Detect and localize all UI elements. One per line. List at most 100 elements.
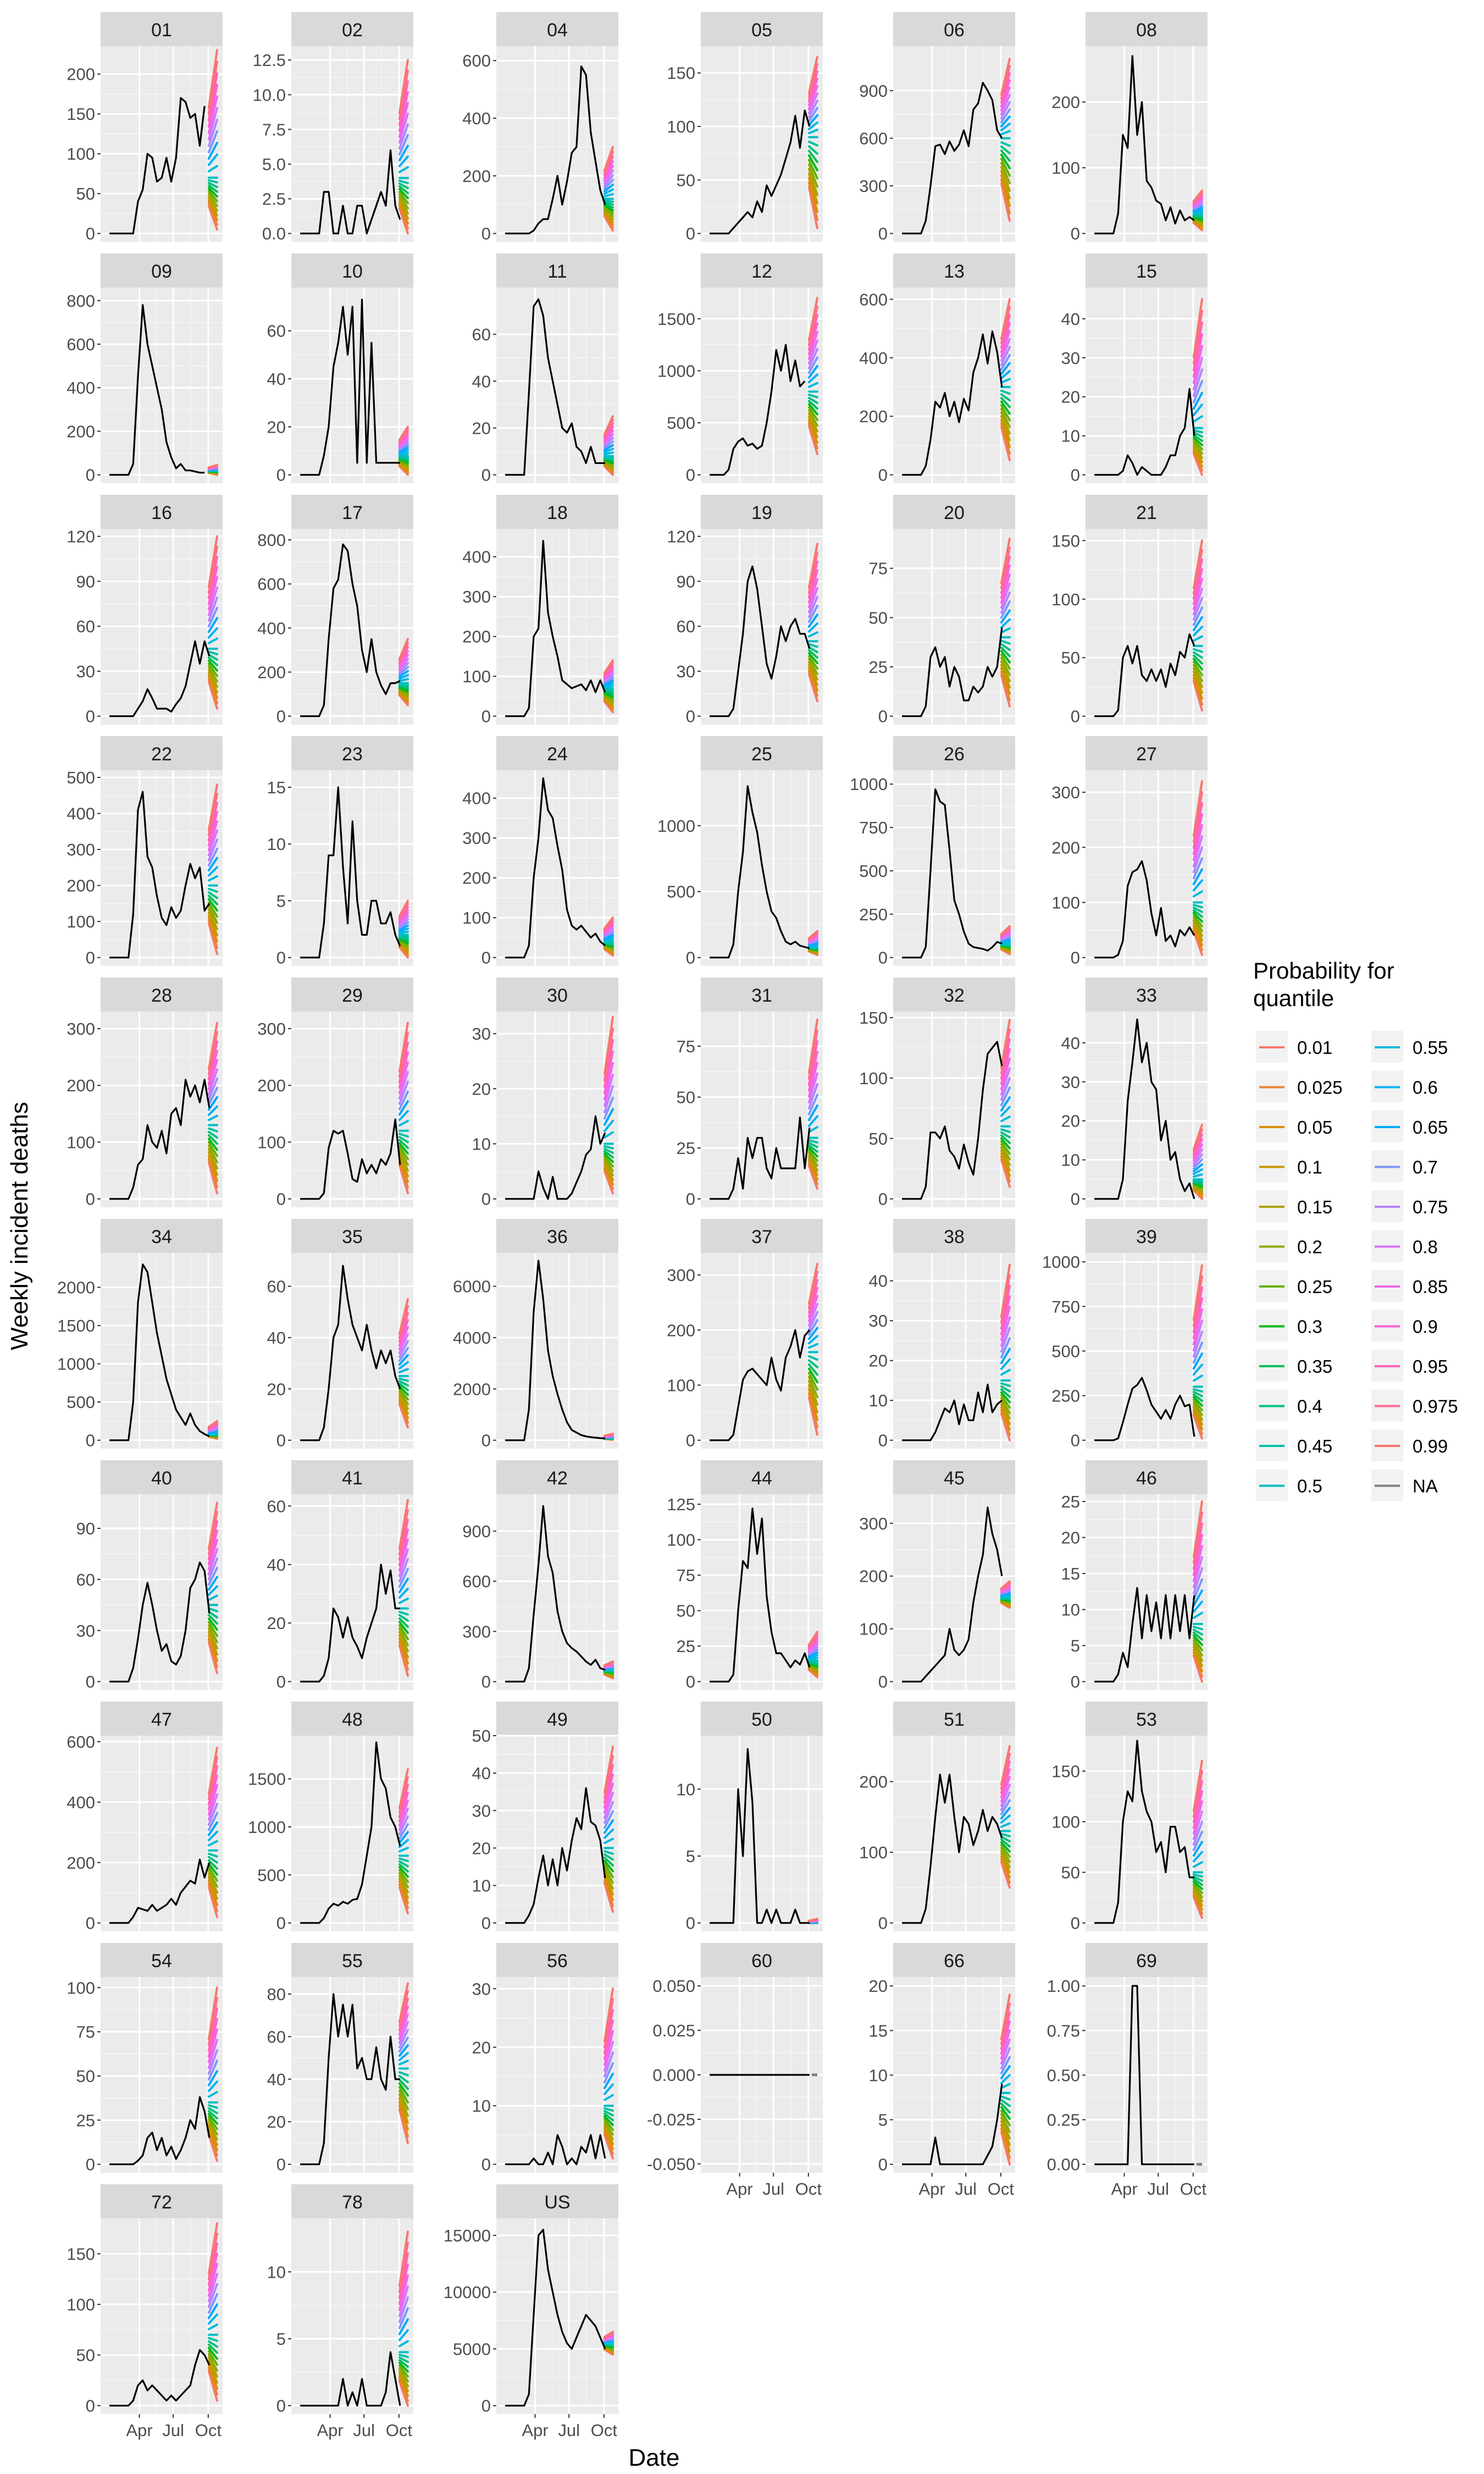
quantile-line <box>1000 79 1011 108</box>
quantile-line <box>1000 1832 1011 1837</box>
quantile-line <box>1192 1341 1203 1364</box>
quantile-line <box>207 847 218 866</box>
panel-bg-48 <box>291 1736 413 1931</box>
y-tick-label: 400 <box>462 789 491 808</box>
quantile-line <box>1192 606 1203 626</box>
quantile-line <box>207 2113 218 2125</box>
strip-label-19: 19 <box>751 502 772 523</box>
quantile-line <box>1000 338 1011 362</box>
y-tick-label: 400 <box>462 548 491 567</box>
y-tick-label: 0 <box>86 1190 95 1209</box>
strip-23 <box>291 736 413 770</box>
strip-37 <box>701 1219 823 1253</box>
quantile-line <box>807 1396 818 1436</box>
quantile-line <box>603 1039 614 1088</box>
quantile-line <box>207 1638 218 1668</box>
quantile-line <box>1000 400 1011 415</box>
quantile-line <box>1000 1140 1011 1155</box>
y-tick-label: 0 <box>686 224 695 244</box>
quantile-line <box>207 2130 218 2157</box>
panel-bg-18 <box>496 529 618 725</box>
quantile-line <box>1192 879 1203 892</box>
quantile-line <box>398 1319 409 1347</box>
quantile-line <box>398 685 409 691</box>
strip-label-50: 50 <box>751 1709 772 1730</box>
quantile-line <box>398 1388 409 1401</box>
strip-31 <box>701 978 823 1012</box>
quantile-line <box>1192 1556 1203 1589</box>
y-tick-label: 5 <box>878 2111 888 2130</box>
quantile-line <box>207 118 218 147</box>
y-tick-label: 300 <box>1051 783 1080 802</box>
quantile-line <box>398 1823 409 1840</box>
strip-17 <box>291 495 413 529</box>
quantile-line <box>398 1587 409 1599</box>
strip-US <box>496 2184 618 2218</box>
panel-55: 55 0 20 40 60 80 <box>267 1943 413 2174</box>
quantile-line <box>1192 1404 1203 1421</box>
quantile-line <box>1000 1403 1011 1426</box>
quantile-line <box>1000 573 1011 604</box>
panel-US: US 0 5000 10000 15000 Apr Jul Oct <box>444 2184 618 2440</box>
y-tick-label: 600 <box>462 51 491 70</box>
strip-label-37: 37 <box>751 1227 772 1247</box>
x-tick-label: Oct <box>1180 2179 1207 2199</box>
panel-02: 02 0.0 2.5 5.0 7.5 10.0 12.5 <box>253 12 413 244</box>
strip-label-56: 56 <box>547 1951 568 1972</box>
y-tick-label: 1000 <box>850 775 888 794</box>
y-tick-label: 500 <box>67 768 95 787</box>
quantile-line <box>207 617 218 633</box>
quantile-line <box>1192 1138 1203 1159</box>
panel-39: 39 0 250 500 750 1000 <box>1042 1219 1208 1450</box>
y-tick-label: 100 <box>667 1531 695 1550</box>
quantile-line <box>398 1090 409 1111</box>
y-tick-label: 10 <box>472 1134 491 1153</box>
panel-bg-01 <box>101 46 223 242</box>
quantile-line <box>207 1840 218 1847</box>
quantile-line <box>807 107 818 123</box>
quantile-line <box>398 1395 409 1415</box>
quantile-line <box>207 1059 218 1091</box>
y-tick-label: 40 <box>267 369 286 389</box>
panel-27: 27 0 100 200 300 <box>1051 736 1208 968</box>
quantile-line <box>1192 1780 1203 1824</box>
quantile-line <box>807 1105 818 1122</box>
quantile-line <box>1192 1522 1203 1570</box>
y-tick-label: 600 <box>257 575 286 594</box>
strip-label-41: 41 <box>342 1468 363 1489</box>
quantile-line <box>207 1876 218 1900</box>
quantile-line <box>1192 1600 1203 1613</box>
legend-item: 0.75 <box>1371 1190 1448 1222</box>
quantile-line <box>1192 1578 1203 1601</box>
panel-bg-31 <box>701 1012 823 1207</box>
quantile-line <box>207 904 218 924</box>
strip-49 <box>496 1702 618 1736</box>
quantile-line <box>207 1086 218 1106</box>
y-tick-label: 5 <box>276 2329 286 2349</box>
quantile-line <box>603 1160 614 1177</box>
quantile-line <box>1192 1567 1203 1595</box>
strip-label-22: 22 <box>151 744 172 765</box>
quantile-line <box>398 1136 409 1144</box>
quantile-line <box>398 2090 409 2111</box>
quantile-line <box>1192 673 1203 700</box>
quantile-line <box>1192 927 1203 952</box>
quantile-line <box>603 677 614 684</box>
y-tick-label: 100 <box>67 912 95 931</box>
quantile-line <box>807 646 818 654</box>
quantile-line <box>807 1141 818 1148</box>
quantile-line <box>807 114 818 126</box>
y-tick-label: 12.5 <box>253 51 286 70</box>
panel-40: 40 0 30 60 90 <box>76 1460 223 1692</box>
quantile-line <box>1000 2020 1011 2055</box>
quantile-line <box>398 650 409 667</box>
legend-item: 0.6 <box>1371 1070 1438 1103</box>
y-tick-label: 100 <box>67 1133 95 1152</box>
panel-29: 29 0 100 200 300 <box>257 978 413 1209</box>
quantile-line <box>603 1872 614 1896</box>
quantile-line <box>207 1050 218 1086</box>
y-tick-label: 600 <box>462 1572 491 1591</box>
x-tick-label: Apr <box>522 2421 548 2440</box>
y-tick-label: 600 <box>67 335 95 354</box>
quantile-line <box>1000 108 1011 124</box>
